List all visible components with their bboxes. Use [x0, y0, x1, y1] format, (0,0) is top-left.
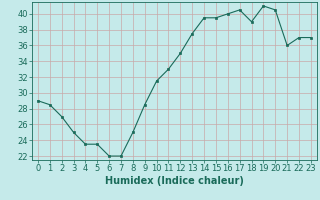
X-axis label: Humidex (Indice chaleur): Humidex (Indice chaleur) — [105, 176, 244, 186]
